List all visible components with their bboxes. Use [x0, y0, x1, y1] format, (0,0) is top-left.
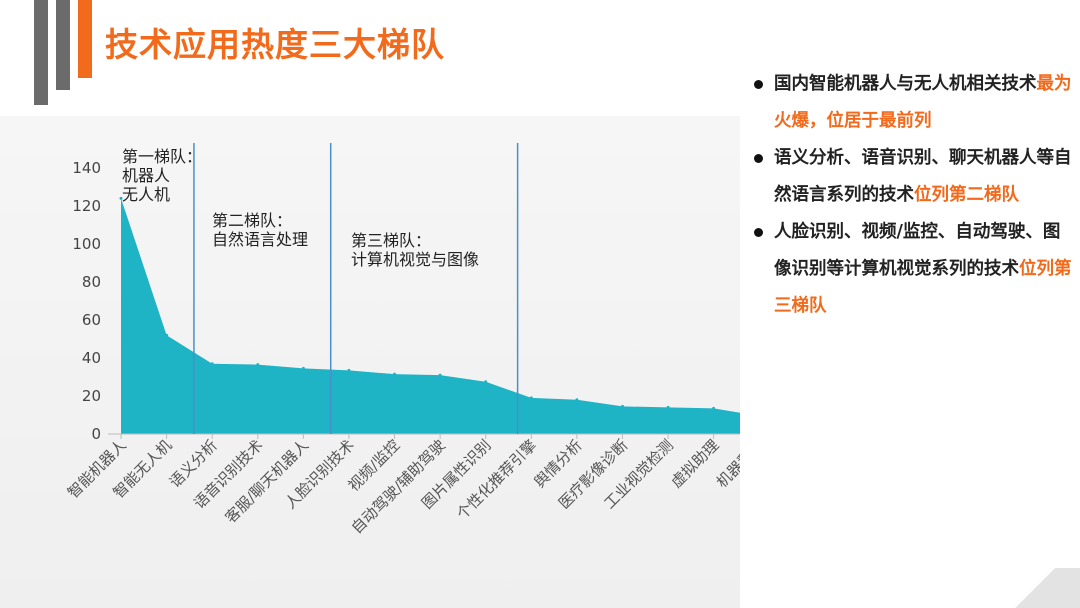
data-point [666, 405, 670, 409]
slide-title: 技术应用热度三大梯队 [105, 25, 445, 64]
bullet-list: 国内智能机器人与无人机相关技术最为火爆，位居于最前列 语义分析、语音识别、聊天机… [752, 66, 1072, 325]
tier-item-label: 机器人 [122, 166, 170, 185]
tier-label: 第二梯队： [212, 211, 292, 230]
data-point [301, 366, 305, 370]
data-point [256, 363, 260, 367]
tier-area-chart: 020406080100120140智能机器人智能无人机语义分析语音识别技术客服… [64, 143, 740, 537]
data-point [347, 368, 351, 372]
tier-item-label: 无人机 [122, 185, 170, 204]
bullet-dot-icon [754, 228, 763, 237]
y-tick-label: 0 [91, 425, 101, 443]
data-point [119, 196, 123, 200]
tier-item-label: 自然语言处理 [212, 230, 308, 249]
data-point [165, 333, 169, 337]
bullet-item-tier3: 人脸识别、视频/监控、自动驾驶、图像识别等计算机视觉系列的技术位列第三梯队 [752, 214, 1072, 325]
bullet-highlight: 位列第三梯队 [774, 259, 1072, 316]
bullet-item-tier1: 国内智能机器人与无人机相关技术最为火爆，位居于最前列 [752, 66, 1072, 140]
bullet-dot-icon [754, 154, 763, 163]
data-point [575, 398, 579, 402]
y-tick-label: 20 [82, 387, 101, 405]
tier-label: 第一梯队： [122, 147, 202, 166]
bullet-dot-icon [754, 80, 763, 89]
bullet-highlight: 最为火爆，位居于最前列 [774, 74, 1072, 131]
data-point [393, 372, 396, 376]
x-tick-label: 个性化推荐引擎 [453, 436, 540, 523]
bullet-text: 语义分析、语音识别、聊天机器人等自然语言系列的技术 [774, 148, 1072, 205]
data-point [529, 396, 533, 400]
y-tick-label: 80 [82, 273, 101, 291]
data-point [438, 373, 442, 377]
tier-label: 第三梯队： [351, 231, 431, 250]
data-point [210, 362, 214, 366]
y-tick-label: 60 [82, 311, 101, 329]
decor-bar-orange [78, 0, 92, 78]
bullet-highlight: 位列第二梯队 [914, 185, 1019, 205]
bullet-item-tier2: 语义分析、语音识别、聊天机器人等自然语言系列的技术位列第二梯队 [752, 140, 1072, 214]
bullet-text: 人脸识别、视频/监控、自动驾驶、图像识别等计算机视觉系列的技术 [774, 222, 1061, 279]
tier-item-label: 计算机视觉与图像 [351, 250, 479, 269]
y-tick-label: 100 [72, 235, 101, 253]
bullet-text: 国内智能机器人与无人机相关技术 [774, 74, 1037, 94]
data-point [621, 404, 624, 408]
y-tick-label: 120 [72, 197, 101, 215]
decor-bar-dark [34, 0, 48, 105]
data-point [484, 380, 488, 384]
x-tick-label: 虚拟助理 [667, 436, 722, 491]
y-tick-label: 140 [72, 159, 101, 177]
area-series [121, 198, 740, 434]
corner-decoration [990, 568, 1080, 608]
data-point [712, 406, 716, 410]
decor-bar-gray [56, 0, 70, 90]
y-tick-label: 40 [82, 349, 101, 367]
